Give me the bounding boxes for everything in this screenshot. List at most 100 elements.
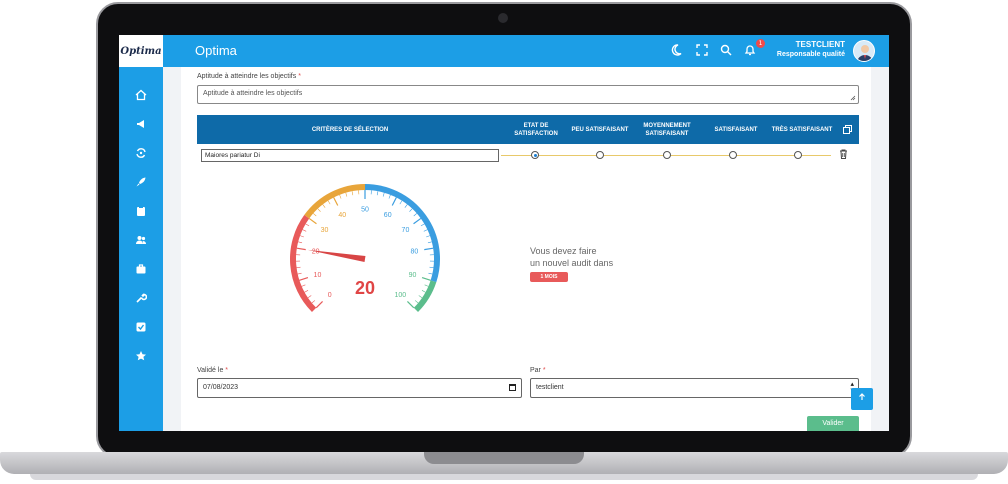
header-peu: PEU SATISFAISANT (571, 126, 629, 133)
briefcase-icon[interactable] (133, 263, 149, 279)
brand-logo[interactable]: Optima (119, 35, 163, 67)
gauge-tick-label: 60 (384, 212, 392, 219)
gauge-tick (322, 204, 326, 208)
validated-date-value: 07/08/2023 (203, 384, 239, 391)
audit-form: Aptitude à atteindre les objectifs * Apt… (181, 67, 871, 431)
gauge-tick (382, 192, 385, 197)
scroll-top-button[interactable] (851, 388, 873, 410)
gauge-tick (315, 301, 323, 309)
gauge-tick (305, 223, 310, 227)
gauge-tick (426, 235, 431, 238)
gauge-tick (296, 266, 301, 268)
gauge-tick (391, 197, 397, 206)
required-mark: * (542, 367, 546, 374)
required-mark: * (225, 367, 229, 374)
app-screen: Optima Optima 1 TESTCLIENT Responsable q… (119, 35, 889, 431)
gauge-tick (421, 276, 431, 281)
bell-icon[interactable] (743, 44, 757, 58)
users-icon[interactable] (133, 234, 149, 250)
search-icon[interactable] (719, 44, 733, 58)
sidebar (119, 67, 163, 431)
gauge-tick (399, 200, 403, 205)
gauge-tick (413, 213, 417, 217)
star-icon[interactable] (133, 350, 149, 366)
gauge-tick (429, 266, 434, 268)
audit-message-line2: un nouvel audit dans (530, 258, 614, 268)
check-square-icon[interactable] (133, 321, 149, 337)
by-select[interactable]: testclient ▴▾ (530, 378, 859, 398)
objective-textarea-value: Aptitude à atteindre les objectifs (203, 90, 303, 97)
objective-label: Aptitude à atteindre les objectifs * (197, 73, 301, 80)
gauge-arc-segment (413, 280, 437, 313)
objective-textarea[interactable]: Aptitude à atteindre les objectifs (197, 85, 859, 104)
gauge-tick (302, 229, 307, 232)
radio-satisfaisant[interactable] (729, 151, 737, 159)
header-moyen: MOYENNEMENT SATISFAISANT (643, 122, 691, 137)
user-info[interactable]: TESTCLIENT Responsable qualité (777, 40, 845, 60)
gauge-tick (413, 217, 422, 225)
notification-badge: 1 (756, 39, 765, 48)
gauge-tick (299, 235, 304, 238)
gauge-tick (307, 295, 312, 299)
user-name: TESTCLIENT (795, 40, 845, 49)
by-label-text: Par (530, 367, 541, 374)
trash-icon[interactable] (839, 149, 848, 162)
gauge-tick (414, 300, 419, 304)
gauge-needle (307, 249, 366, 262)
gauge-tick (311, 300, 316, 304)
gauge-tick (388, 194, 391, 199)
webcam (498, 13, 508, 23)
moon-icon[interactable] (669, 44, 683, 58)
satisfaction-gauge: 0 10 20 30 40 50 60 70 80 90 100 20 (285, 179, 445, 329)
copy-icon[interactable] (835, 115, 859, 144)
avatar[interactable] (853, 40, 875, 62)
topbar: Optima 1 TESTCLIENT Responsable qualité (163, 35, 889, 67)
megaphone-icon[interactable] (133, 118, 149, 134)
validated-label: Validé le * (197, 367, 228, 374)
gauge-tick-label: 100 (395, 292, 407, 299)
gauge-tick (428, 272, 433, 275)
radio-etat[interactable] (531, 151, 539, 159)
wrench-icon[interactable] (133, 292, 149, 308)
criteria-input[interactable]: Maiores pariatur Di (201, 149, 499, 162)
header-tres: TRÈS SATISFAISANT (771, 126, 833, 133)
gauge-tick (423, 229, 428, 232)
gauge-tick (313, 213, 317, 217)
gauge-tick (308, 217, 317, 225)
home-icon[interactable] (133, 89, 149, 105)
radio-moyen[interactable] (663, 151, 671, 159)
audit-delay-badge: 1 MOIS (530, 272, 568, 282)
rocket-icon[interactable] (133, 176, 149, 192)
gauge-tick (404, 204, 408, 208)
clipboard-icon[interactable] (133, 205, 149, 221)
gauge-tick-label: 70 (402, 227, 410, 234)
gauge-arc-segment (364, 184, 440, 283)
gauge-tick (421, 290, 426, 293)
validate-button[interactable]: Valider (807, 416, 859, 431)
gauge-tick (298, 241, 303, 244)
by-select-value: testclient (536, 384, 564, 391)
gauge-tick (351, 191, 354, 196)
gauge-tick-label: 20 (312, 249, 320, 256)
gauge-tick (424, 247, 434, 251)
header-criteria: CRITÈRES DE SÉLECTION (311, 126, 389, 133)
gauge-tick (301, 284, 306, 287)
gauge-tick (409, 208, 413, 212)
gauge-tick (424, 284, 429, 287)
gauge-tick (297, 272, 302, 275)
gauge-tick (420, 223, 425, 227)
gauge-tick (327, 200, 331, 205)
gauge-tick (317, 208, 321, 212)
header-satisfaisant: SATISFAISANT (714, 126, 758, 133)
gauge-tick (407, 301, 415, 309)
radio-peu[interactable] (596, 151, 604, 159)
audit-message: Vous devez faire un nouvel audit dans (530, 245, 613, 269)
gauge-tick (418, 295, 423, 299)
cycle-icon[interactable] (133, 147, 149, 163)
radio-tres[interactable] (794, 151, 802, 159)
validated-date-input[interactable]: 07/08/2023 (197, 378, 522, 398)
fullscreen-icon[interactable] (695, 44, 709, 58)
calendar-icon[interactable] (509, 384, 516, 391)
gauge-arc-segment (304, 184, 366, 219)
